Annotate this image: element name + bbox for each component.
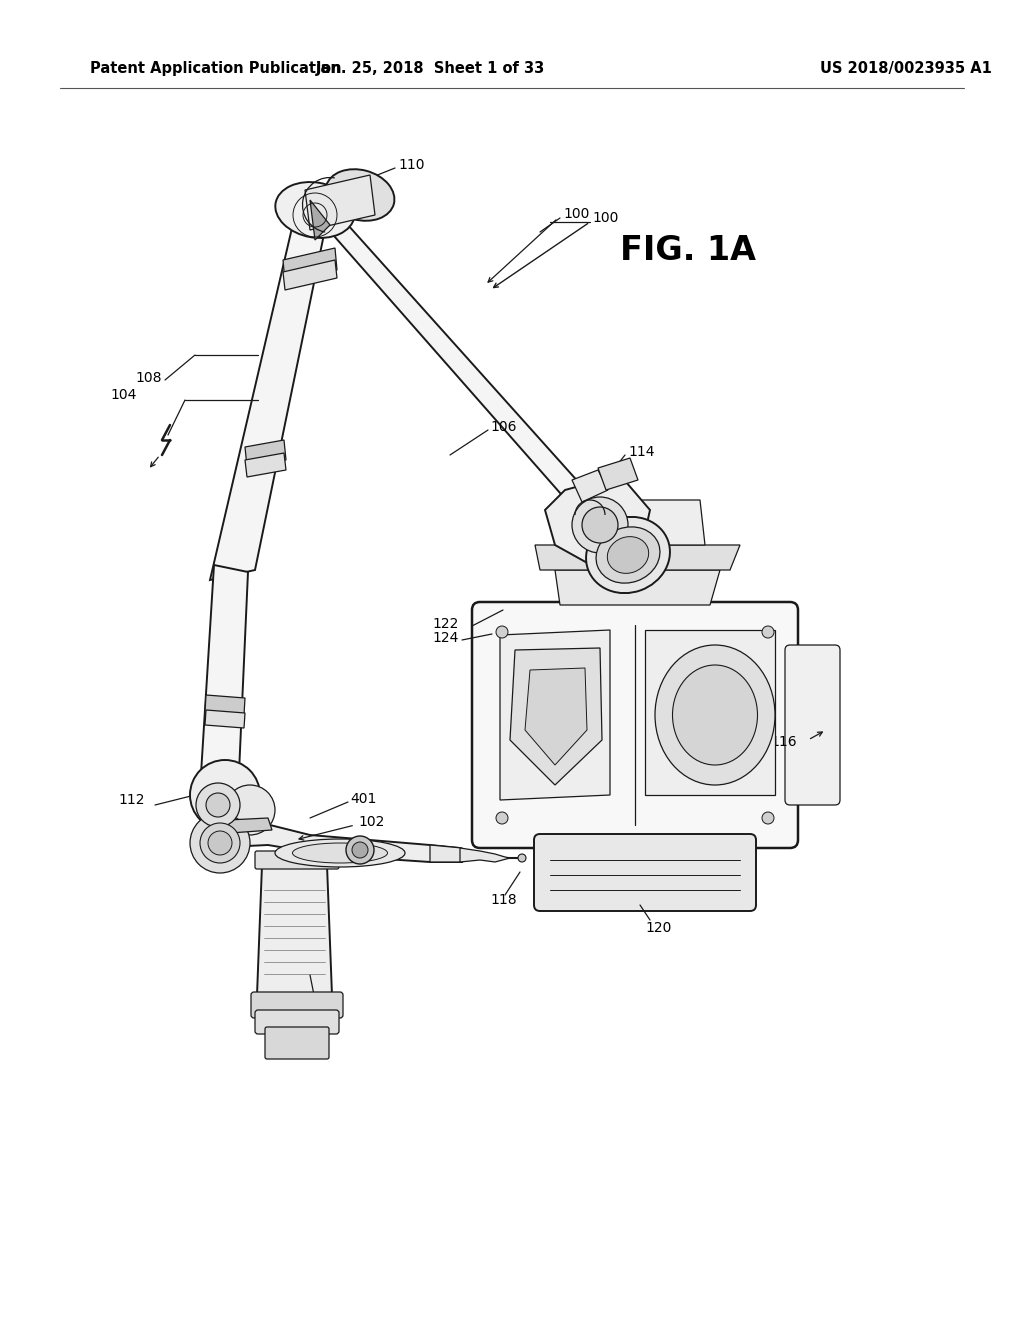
FancyBboxPatch shape (255, 1010, 339, 1034)
Ellipse shape (275, 182, 354, 238)
Polygon shape (205, 710, 245, 729)
Circle shape (762, 812, 774, 824)
Polygon shape (500, 630, 610, 800)
FancyBboxPatch shape (785, 645, 840, 805)
Text: 118: 118 (490, 894, 517, 907)
Circle shape (225, 785, 275, 836)
Polygon shape (208, 812, 242, 833)
Polygon shape (598, 458, 638, 490)
Text: 112: 112 (118, 793, 144, 807)
Text: FIG. 1A: FIG. 1A (620, 234, 756, 267)
Circle shape (200, 822, 240, 863)
Circle shape (206, 793, 230, 817)
Text: 102: 102 (358, 814, 384, 829)
Polygon shape (319, 205, 590, 510)
Ellipse shape (596, 527, 659, 583)
Polygon shape (305, 176, 375, 230)
Polygon shape (555, 570, 720, 605)
Ellipse shape (673, 665, 758, 766)
Polygon shape (283, 260, 337, 290)
Circle shape (518, 854, 526, 862)
Polygon shape (545, 475, 650, 570)
Circle shape (496, 626, 508, 638)
Circle shape (208, 832, 232, 855)
Text: US 2018/0023935 A1: US 2018/0023935 A1 (820, 61, 992, 75)
Circle shape (762, 626, 774, 638)
FancyBboxPatch shape (472, 602, 798, 847)
FancyBboxPatch shape (251, 993, 343, 1018)
Polygon shape (310, 201, 330, 240)
Circle shape (196, 783, 240, 828)
Ellipse shape (655, 645, 775, 785)
Polygon shape (257, 865, 332, 995)
Text: 401: 401 (350, 792, 377, 807)
Text: 108: 108 (135, 371, 162, 385)
Polygon shape (205, 696, 245, 715)
FancyBboxPatch shape (534, 834, 756, 911)
Polygon shape (430, 845, 470, 862)
Text: 122: 122 (432, 616, 459, 631)
Polygon shape (205, 825, 462, 862)
Polygon shape (570, 500, 705, 545)
Ellipse shape (275, 840, 406, 867)
Text: 124: 124 (432, 631, 459, 645)
Text: Jan. 25, 2018  Sheet 1 of 33: Jan. 25, 2018 Sheet 1 of 33 (315, 61, 545, 75)
Polygon shape (535, 545, 740, 570)
Circle shape (190, 760, 260, 830)
FancyBboxPatch shape (255, 851, 339, 869)
Text: 126: 126 (295, 998, 322, 1012)
Ellipse shape (326, 169, 394, 220)
Text: 116: 116 (770, 735, 797, 748)
Polygon shape (460, 847, 510, 862)
Circle shape (496, 812, 508, 824)
Polygon shape (245, 440, 286, 467)
Polygon shape (245, 453, 286, 477)
Ellipse shape (607, 537, 648, 573)
Circle shape (352, 842, 368, 858)
Ellipse shape (586, 517, 670, 593)
Polygon shape (228, 818, 272, 833)
Circle shape (582, 507, 618, 543)
Circle shape (346, 836, 374, 865)
Text: 114: 114 (628, 445, 654, 459)
Ellipse shape (293, 843, 387, 863)
Text: 110: 110 (398, 158, 425, 172)
Text: 100: 100 (563, 207, 590, 220)
Text: Patent Application Publication: Patent Application Publication (90, 61, 341, 75)
Text: 100: 100 (592, 211, 618, 224)
Polygon shape (525, 668, 587, 766)
Polygon shape (210, 205, 330, 579)
Polygon shape (283, 248, 337, 282)
Circle shape (190, 813, 250, 873)
Text: 120: 120 (645, 921, 672, 935)
Polygon shape (510, 648, 602, 785)
Polygon shape (200, 565, 248, 795)
Text: 106: 106 (490, 420, 516, 434)
Text: 104: 104 (110, 388, 136, 403)
Polygon shape (645, 630, 775, 795)
FancyBboxPatch shape (265, 1027, 329, 1059)
Circle shape (572, 498, 628, 553)
Polygon shape (572, 470, 608, 502)
